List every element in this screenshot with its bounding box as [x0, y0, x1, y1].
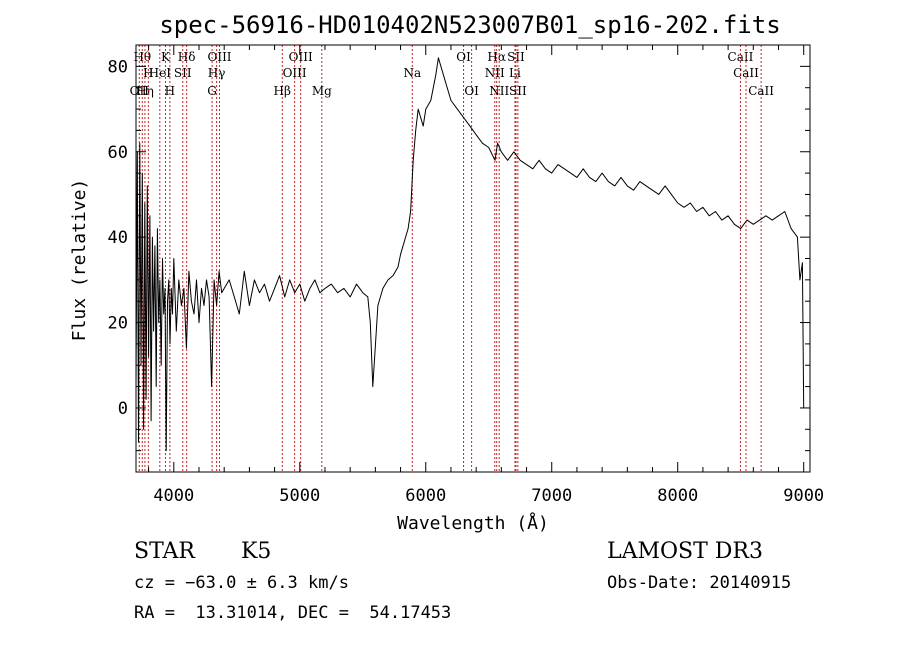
y-tick-label: 20	[108, 314, 128, 334]
line-marker-label: Mg	[312, 84, 332, 98]
line-marker-label: Hγ	[208, 66, 226, 80]
line-marker-label: NII	[489, 84, 509, 98]
line-marker-label: SII	[507, 50, 525, 64]
plot-frame	[135, 44, 811, 473]
line-markers: OIIHθHηHHeIKHSIIHδGHγOIIIHβOIIIOIIIMgNaO…	[130, 45, 774, 472]
chart-title: spec-56916-HD010402N523007B01_sp16-202.f…	[159, 11, 780, 39]
line-marker-label: Hδ	[178, 50, 196, 64]
line-marker-label: SII	[509, 84, 527, 98]
sky-coordinates: RA = 13.31014, DEC = 54.17453	[134, 603, 452, 623]
survey-name: LAMOST DR3	[607, 539, 763, 564]
x-tick-label: 9000	[783, 486, 824, 506]
spectrum-chart: spec-56916-HD010402N523007B01_sp16-202.f…	[69, 11, 824, 534]
line-marker-label: CaII	[748, 84, 774, 98]
y-tick-label: 60	[108, 143, 128, 163]
line-marker-label: OI	[456, 50, 471, 64]
line-marker-label: G	[207, 84, 217, 98]
line-marker-label: OII	[130, 84, 150, 98]
line-marker-label: HeI	[149, 66, 172, 80]
x-tick-label: 6000	[405, 486, 446, 506]
line-marker-label: OIII	[283, 66, 307, 80]
line-marker-label: Li	[509, 66, 521, 80]
y-tick-label: 80	[108, 57, 128, 77]
observation-date: Obs-Date: 20140915	[607, 573, 792, 593]
spectrum-series	[135, 57, 805, 452]
object-class: STAR	[134, 539, 195, 564]
x-tick-label: 7000	[531, 486, 572, 506]
line-marker-label: H	[143, 66, 153, 80]
line-marker-label: K	[161, 50, 171, 64]
line-marker-label: CaII	[733, 66, 759, 80]
spectrum-line	[135, 57, 805, 452]
line-marker-label: Hη	[136, 84, 154, 98]
line-marker-label: SII	[174, 66, 192, 80]
axis-ticks: 4000 5000 6000 7000 8000 9000 0 20 40 60 80	[108, 45, 824, 506]
redshift-velocity: cz = −63.0 ± 6.3 km/s	[134, 573, 349, 593]
x-tick-label: 4000	[153, 486, 194, 506]
y-axis-label: Flux (relative)	[69, 179, 90, 342]
x-tick-label: 5000	[279, 486, 320, 506]
y-tick-label: 40	[108, 228, 128, 248]
line-marker-label: H	[165, 84, 175, 98]
line-marker-label: OIII	[289, 50, 313, 64]
line-marker-label: OI	[464, 84, 479, 98]
line-marker-label: OIII	[207, 50, 231, 64]
line-marker-label: Hθ	[133, 50, 151, 64]
x-tick-label: 8000	[657, 486, 698, 506]
y-tick-label: 0	[118, 399, 128, 419]
object-subclass: K5	[241, 539, 272, 564]
line-marker-label: NII	[485, 66, 505, 80]
line-marker-label: Hα	[487, 50, 506, 64]
line-marker-label: Na	[403, 66, 421, 80]
line-marker-label: CaII	[728, 50, 754, 64]
x-axis-label: Wavelength (Å)	[397, 512, 549, 534]
line-marker-label: Hβ	[274, 84, 291, 98]
